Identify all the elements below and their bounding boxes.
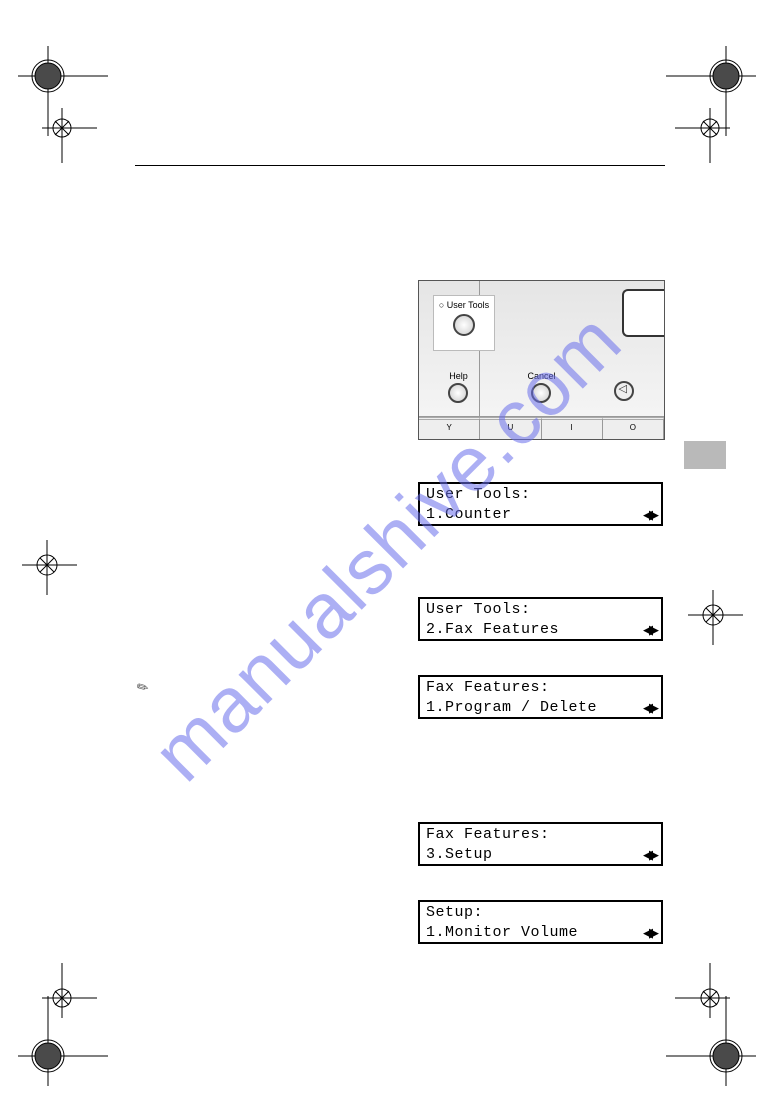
regmark-tr-big xyxy=(636,46,756,166)
lcd-arrows-icon: ◀▶ xyxy=(643,845,655,865)
control-panel-illustration: User Tools Help Cancel Y U I O xyxy=(418,280,665,440)
user-tools-button-graphic: User Tools xyxy=(433,295,495,351)
header-rule xyxy=(135,165,665,166)
regmark-bl-small xyxy=(42,958,122,1038)
keyboard-row: Y U I O xyxy=(419,416,664,439)
left-arrow-button-graphic xyxy=(614,371,634,401)
lcd-line1: Fax Features: xyxy=(426,678,550,698)
regmark-ml xyxy=(22,540,92,610)
lcd-line1: Setup: xyxy=(426,903,483,923)
lcd-line2: 1.Counter xyxy=(426,505,512,525)
lcd-line2: 1.Program / Delete xyxy=(426,698,597,718)
regmark-bl-big xyxy=(18,996,138,1094)
regmark-tl-big xyxy=(18,46,138,166)
key-o: O xyxy=(603,417,664,439)
regmark-tl-small xyxy=(42,108,122,188)
cancel-label: Cancel xyxy=(527,371,555,381)
lcd-line2: 2.Fax Features xyxy=(426,620,559,640)
cancel-button-graphic: Cancel xyxy=(527,371,555,403)
lcd-arrows-icon: ◀▶ xyxy=(643,505,655,525)
regmark-tr-small xyxy=(650,108,730,188)
help-label: Help xyxy=(448,371,468,381)
lcd-line1: User Tools: xyxy=(426,600,531,620)
regmark-br-big xyxy=(636,996,756,1094)
lcd-arrows-icon: ◀▶ xyxy=(643,620,655,640)
key-y: Y xyxy=(419,417,480,439)
section-tab xyxy=(684,441,726,469)
note-icon: ✎ xyxy=(134,677,153,698)
lcd-display-4: Fax Features:3.Setup ◀▶ xyxy=(418,822,663,866)
lcd-line1: User Tools: xyxy=(426,485,531,505)
lcd-arrows-icon: ◀▶ xyxy=(643,923,655,943)
lcd-line1: Fax Features: xyxy=(426,825,550,845)
lcd-display-5: Setup:1.Monitor Volume ◀▶ xyxy=(418,900,663,944)
user-tools-label: User Tools xyxy=(434,296,494,310)
lcd-display-1: User Tools:1.Counter ◀▶ xyxy=(418,482,663,526)
lcd-arrows-icon: ◀▶ xyxy=(643,698,655,718)
lcd-display-3: Fax Features:1.Program / Delete ◀▶ xyxy=(418,675,663,719)
regmark-br-small xyxy=(650,958,730,1038)
lcd-line2: 3.Setup xyxy=(426,845,493,865)
key-i: I xyxy=(542,417,603,439)
lcd-display-2: User Tools:2.Fax Features ◀▶ xyxy=(418,597,663,641)
regmark-mr xyxy=(688,590,758,660)
lcd-line2: 1.Monitor Volume xyxy=(426,923,578,943)
key-u: U xyxy=(480,417,541,439)
help-button-graphic: Help xyxy=(448,371,468,403)
